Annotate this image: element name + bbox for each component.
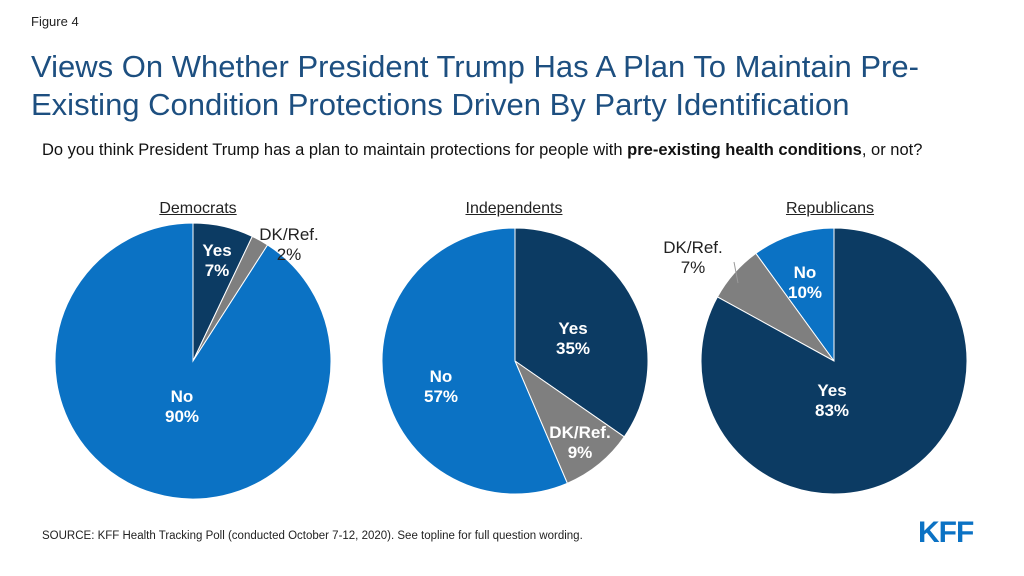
pie-label-name: DK/Ref.: [549, 423, 610, 442]
kff-logo: KFF: [918, 516, 974, 549]
pie-label-value: 9%: [568, 443, 593, 462]
pie-slice-republicans-yes: [700, 227, 968, 495]
pie-title-independents: Independents: [465, 200, 563, 217]
question-part-2: , or not?: [861, 141, 923, 159]
pie-label-value: 10%: [788, 283, 822, 302]
pie-label-value: 90%: [165, 407, 199, 426]
pie-label-name: DK/Ref.: [663, 238, 723, 257]
leader-line-republicans-dk: [733, 261, 739, 284]
question-bold: pre-existing health conditions: [627, 141, 862, 159]
pie-label-independents-no: No 57%: [424, 367, 458, 406]
pie-label-name: DK/Ref.: [259, 225, 319, 244]
pie-label-independents-yes: Yes 35%: [556, 319, 590, 358]
pie-label-name: Yes: [202, 241, 231, 260]
pie-label-name: No: [171, 387, 194, 406]
pie-label-value: 7%: [205, 261, 230, 280]
pie-label-republicans-yes: Yes 83%: [815, 381, 849, 420]
pie-label-name: Yes: [558, 319, 587, 338]
pie-label-independents-dk-ref: DK/Ref. 9%: [549, 423, 610, 462]
pie-label-value: 35%: [556, 339, 590, 358]
pie-label-value: 2%: [277, 245, 302, 264]
pie-slice-independents-no: [381, 227, 568, 495]
pie-title-republicans: Republicans: [785, 200, 875, 217]
pie-label-value: 57%: [424, 387, 458, 406]
pie-slice-democrats-no: [54, 222, 332, 500]
page-title: Views On Whether President Trump Has A P…: [31, 49, 919, 122]
pie-label-republicans-dk-ref: DK/Ref. 7%: [663, 238, 723, 277]
pie-label-republicans-no: No 10%: [788, 263, 822, 302]
pie-label-democrats-dk-ref: DK/Ref. 2%: [259, 225, 319, 264]
pie-slice-republicans-no: [755, 227, 835, 363]
pie-label-democrats-yes: Yes 7%: [202, 241, 231, 280]
pie-label-value: 83%: [815, 401, 849, 420]
question-part-1: Do you think President Trump has a plan …: [42, 141, 628, 159]
figure-label: Figure 4: [31, 14, 79, 29]
pie-slice-independents-yes: [514, 227, 649, 438]
pie-label-democrats-no: No 90%: [165, 387, 199, 426]
pie-label-value: 7%: [681, 258, 706, 277]
question-text: Do you think President Trump has a plan …: [42, 139, 942, 161]
source-note: SOURCE: KFF Health Tracking Poll (conduc…: [42, 530, 583, 542]
pie-title-democrats: Democrats: [159, 200, 237, 217]
pie-label-name: No: [794, 263, 817, 282]
pie-label-name: Yes: [817, 381, 846, 400]
pie-label-name: No: [430, 367, 453, 386]
